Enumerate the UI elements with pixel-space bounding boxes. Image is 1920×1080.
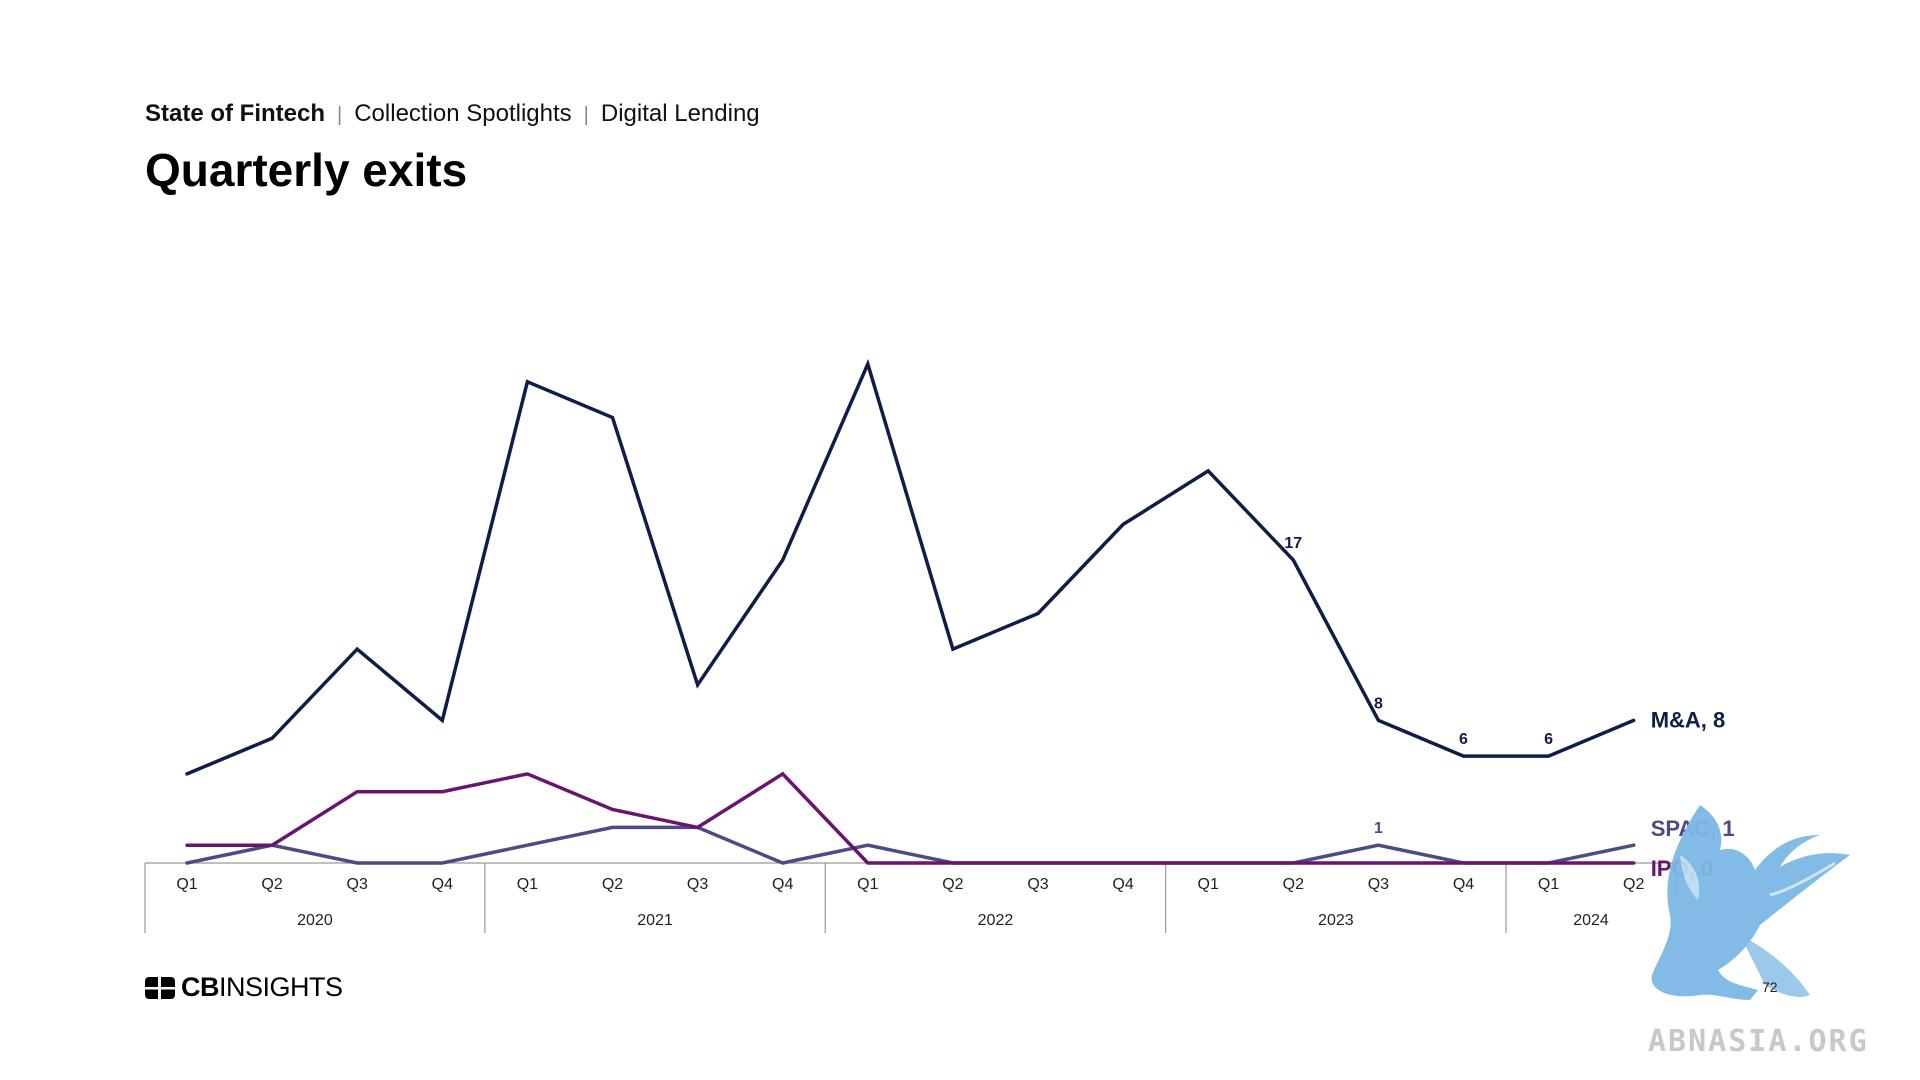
quarter-tick-label: Q1 <box>176 876 197 893</box>
year-label: 2022 <box>978 912 1014 929</box>
quarter-tick-label: Q2 <box>602 876 623 893</box>
data-label: 17 <box>1284 535 1302 552</box>
series-end-label: M&A, 8 <box>1651 707 1726 732</box>
cb-insights-logo-text: CBINSIGHTS <box>181 972 343 1003</box>
quarter-tick-label: Q3 <box>347 876 368 893</box>
quarter-tick-label: Q1 <box>517 876 538 893</box>
abnasia-watermark-logo <box>1651 805 1850 1000</box>
page-title: Quarterly exits <box>145 144 468 196</box>
quarter-tick-label: Q2 <box>942 876 963 893</box>
logo-text-bold: CB <box>181 972 220 1002</box>
data-label: 6 <box>1544 731 1553 748</box>
breadcrumb-brand: State of Fintech <box>145 100 326 127</box>
year-label: 2023 <box>1318 912 1354 929</box>
year-label: 2024 <box>1573 912 1609 929</box>
cb-insights-logo: CBINSIGHTS <box>145 972 343 1003</box>
quarter-tick-label: Q4 <box>432 876 453 893</box>
breadcrumb-separator: | <box>337 104 343 126</box>
quarter-tick-label: Q1 <box>857 876 878 893</box>
data-label: 6 <box>1459 731 1468 748</box>
series-line-spac <box>185 825 1636 865</box>
data-label: 8 <box>1374 695 1383 712</box>
quarter-tick-label: Q1 <box>1198 876 1219 893</box>
quarter-tick-label: Q1 <box>1538 876 1559 893</box>
breadcrumb-separator: | <box>583 104 589 126</box>
page-number: 72 <box>1762 979 1778 995</box>
year-label: 2021 <box>637 912 673 929</box>
quarter-tick-label: Q2 <box>1283 876 1304 893</box>
quarter-tick-label: Q2 <box>1623 876 1644 893</box>
year-label: 2020 <box>297 912 333 929</box>
quarter-tick-label: Q4 <box>1112 876 1133 893</box>
quarter-tick-label: Q3 <box>687 876 708 893</box>
quarter-tick-label: Q4 <box>1453 876 1474 893</box>
data-label: 1 <box>1374 820 1383 837</box>
watermark-text: ABNASIA.ORG <box>1648 1024 1869 1059</box>
quarter-tick-label: Q2 <box>261 876 282 893</box>
quarter-tick-label: Q3 <box>1027 876 1048 893</box>
breadcrumb-section: Collection Spotlights <box>354 100 572 127</box>
breadcrumb: State of Fintech | Collection Spotlights | D… <box>145 100 760 128</box>
logo-text-light: INSIGHTS <box>219 972 343 1002</box>
quarter-tick-label: Q3 <box>1368 876 1389 893</box>
series-line-ipo <box>185 771 1636 865</box>
breadcrumb-topic: Digital Lending <box>600 100 760 127</box>
series-line-ma <box>185 358 1636 776</box>
cb-insights-logo-icon <box>145 976 175 999</box>
quarter-tick-label: Q4 <box>772 876 793 893</box>
